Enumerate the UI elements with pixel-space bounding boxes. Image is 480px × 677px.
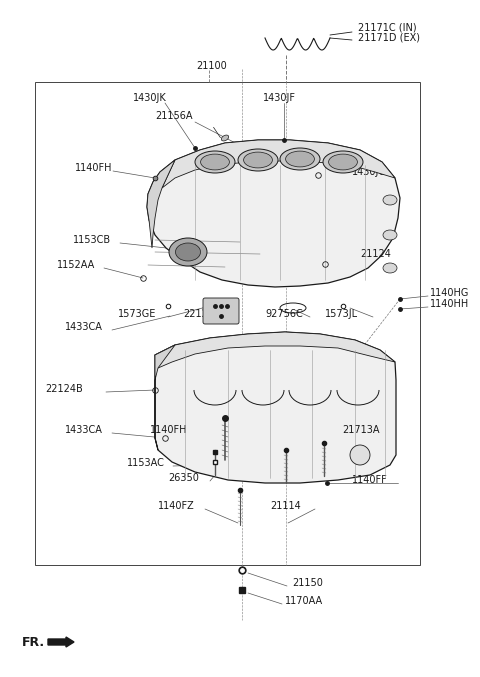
Text: 26350: 26350 xyxy=(168,473,199,483)
Ellipse shape xyxy=(195,151,235,173)
Ellipse shape xyxy=(383,263,397,273)
Ellipse shape xyxy=(323,151,363,173)
Ellipse shape xyxy=(329,154,358,170)
Text: 1153CB: 1153CB xyxy=(73,235,111,245)
Text: 21100: 21100 xyxy=(197,61,228,71)
Text: 1430JK: 1430JK xyxy=(133,93,167,103)
Text: FR.: FR. xyxy=(22,636,45,649)
Text: 21171C (IN): 21171C (IN) xyxy=(358,22,417,32)
Text: 1430JC: 1430JC xyxy=(352,167,386,177)
Text: 21156A: 21156A xyxy=(155,111,192,121)
Text: 21124: 21124 xyxy=(360,249,391,259)
Text: 21713A: 21713A xyxy=(342,425,380,435)
Ellipse shape xyxy=(286,151,314,167)
Text: 1140HG: 1140HG xyxy=(430,288,469,298)
Text: 92756C: 92756C xyxy=(265,309,303,319)
Text: 1433CA: 1433CA xyxy=(65,322,103,332)
Text: 1573GE: 1573GE xyxy=(118,309,156,319)
Text: 1140FH: 1140FH xyxy=(150,425,188,435)
Polygon shape xyxy=(147,160,175,248)
Text: 1153AC: 1153AC xyxy=(127,458,165,468)
Text: 21150: 21150 xyxy=(292,578,323,588)
Ellipse shape xyxy=(221,135,228,141)
Polygon shape xyxy=(155,332,396,483)
Ellipse shape xyxy=(383,195,397,205)
Ellipse shape xyxy=(350,445,370,465)
Text: 1430JF: 1430JF xyxy=(263,93,296,103)
Text: 21171D (EX): 21171D (EX) xyxy=(358,33,420,43)
Ellipse shape xyxy=(201,154,229,170)
Text: 1140FH: 1140FH xyxy=(75,163,112,173)
Polygon shape xyxy=(162,140,395,188)
Text: 1573JL: 1573JL xyxy=(325,309,358,319)
Ellipse shape xyxy=(243,152,272,168)
Text: 22124B: 22124B xyxy=(45,384,83,394)
FancyBboxPatch shape xyxy=(203,298,239,324)
Polygon shape xyxy=(155,345,175,450)
Text: 21114: 21114 xyxy=(270,501,301,511)
Text: 22126C: 22126C xyxy=(183,309,221,319)
Text: 1170AA: 1170AA xyxy=(285,596,323,606)
Ellipse shape xyxy=(238,149,278,171)
Ellipse shape xyxy=(383,230,397,240)
Text: 1140HH: 1140HH xyxy=(430,299,469,309)
Bar xyxy=(35,82,420,565)
Polygon shape xyxy=(155,332,395,368)
Ellipse shape xyxy=(169,238,207,266)
Text: 1152AA: 1152AA xyxy=(57,260,95,270)
Text: 1433CA: 1433CA xyxy=(65,425,103,435)
Text: 1140FF: 1140FF xyxy=(352,475,388,485)
FancyArrow shape xyxy=(48,637,74,647)
Ellipse shape xyxy=(280,148,320,170)
Polygon shape xyxy=(147,140,400,287)
Ellipse shape xyxy=(176,243,201,261)
Text: 1140FZ: 1140FZ xyxy=(158,501,195,511)
